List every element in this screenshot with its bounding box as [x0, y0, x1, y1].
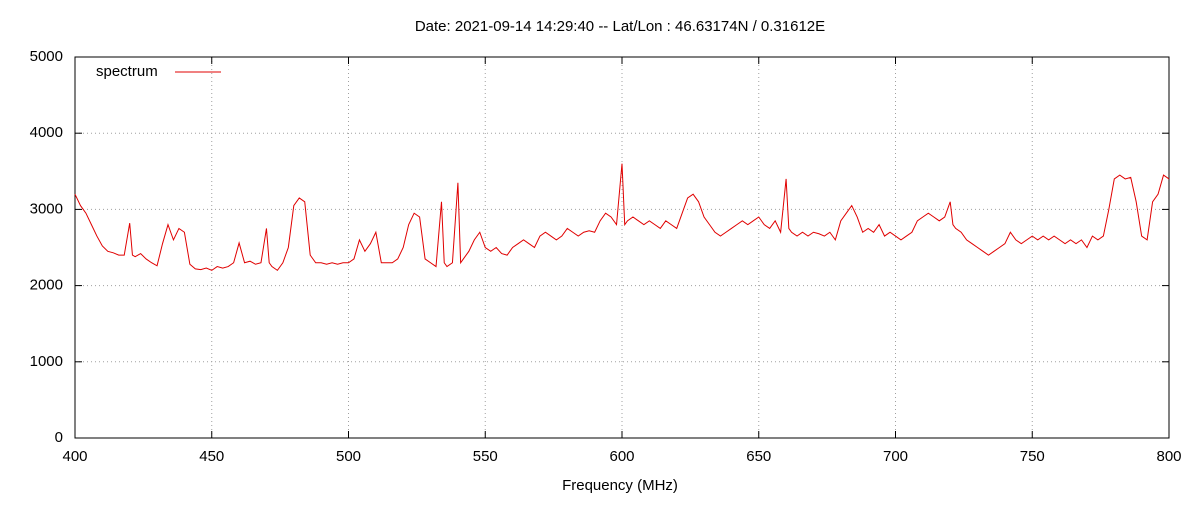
y-tick-label: 1000	[30, 353, 63, 370]
line-series	[74, 163, 1170, 272]
y-tick-label: 3000	[30, 200, 63, 217]
x-axis-label: Frequency (MHz)	[562, 477, 678, 494]
x-tick-label: 450	[199, 448, 224, 465]
y-tick-label: 4000	[30, 124, 63, 141]
y-tick-label: 2000	[30, 277, 63, 294]
x-tick-label: 800	[1156, 448, 1181, 465]
x-tick-label: 700	[883, 448, 908, 465]
legend-label: spectrum	[96, 63, 158, 80]
x-tick-label: 750	[1020, 448, 1045, 465]
x-tick-label: 400	[62, 448, 87, 465]
y-tick-label: 0	[55, 429, 63, 446]
x-tick-label: 650	[746, 448, 771, 465]
y-tick-label: 5000	[30, 48, 63, 65]
x-tick-label: 600	[609, 448, 634, 465]
x-tick-label: 500	[336, 448, 361, 465]
x-tick-label: 550	[473, 448, 498, 465]
plot-frame	[74, 56, 1170, 439]
chart-title: Date: 2021-09-14 14:29:40 -- Lat/Lon : 4…	[415, 18, 825, 35]
